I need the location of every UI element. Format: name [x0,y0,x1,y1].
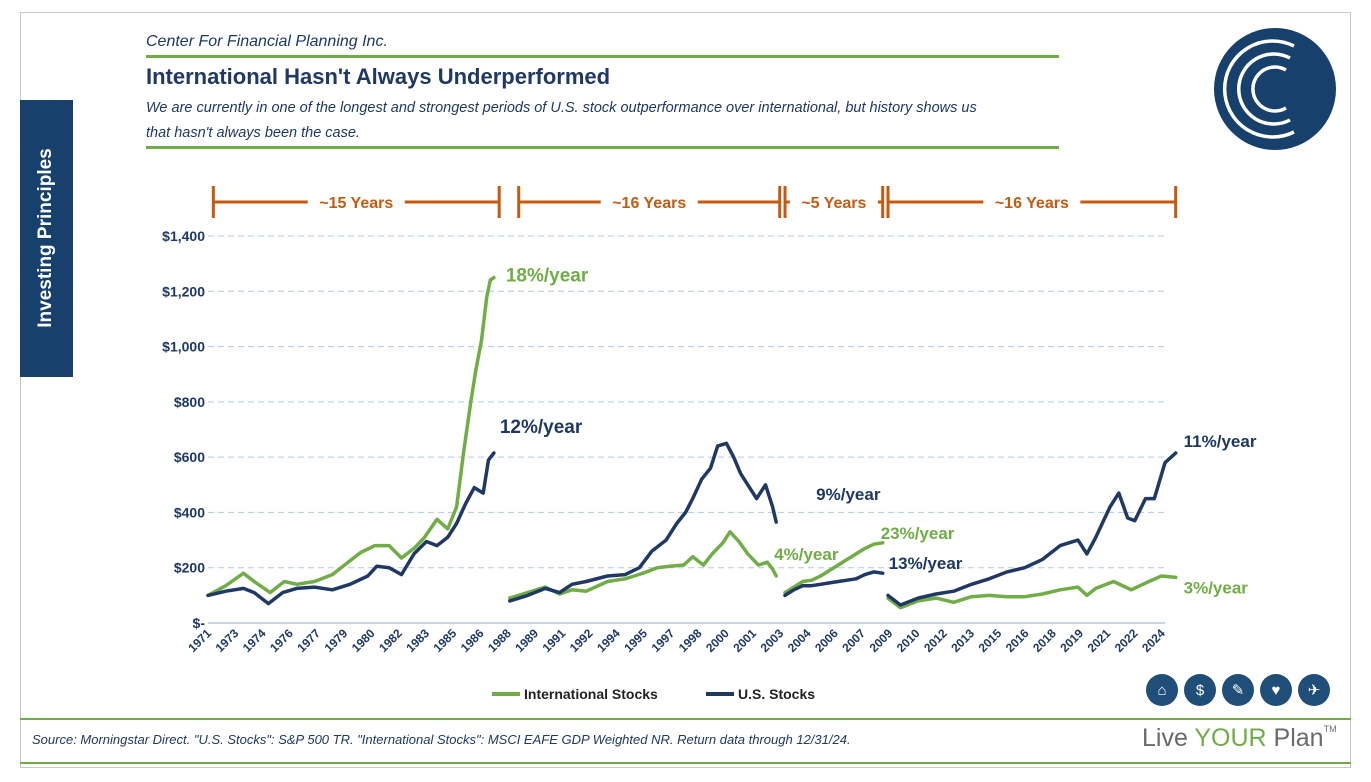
x-tick-label: 2003 [758,626,787,655]
us-stocks-line-period-4 [886,451,1178,607]
x-tick-label: 1979 [322,626,351,655]
page-subtitle: We are currently in one of the longest a… [146,100,977,141]
period-bracket: ~16 Years [886,186,1178,218]
x-tick-label: 1995 [621,626,650,655]
x-tick-label: 2022 [1112,626,1141,655]
x-tick-label: 1982 [376,626,405,655]
return-annotation: 3%/year [1184,578,1249,597]
brand-wordmark: Live YOUR PlanTM [1142,724,1337,753]
y-tick-label: $200 [174,560,205,576]
x-tick-label: 1992 [567,626,596,655]
period-label: ~16 Years [612,195,686,212]
footer-rule-top [20,718,1351,720]
x-tick-label: 2018 [1030,626,1059,655]
x-tick-label: 1989 [512,626,541,655]
x-tick-label: 1971 [185,626,214,655]
legend-label: International Stocks [524,686,658,702]
organization-name: Center For Financial Planning Inc. [146,33,388,50]
brand-your: YOUR [1194,724,1267,752]
y-tick-label: $400 [174,504,205,520]
x-tick-label: 2015 [976,626,1005,655]
x-tick-label: 2024 [1139,626,1168,655]
legend-label: U.S. Stocks [738,686,815,702]
x-tick-label: 1985 [431,626,460,655]
x-tick-label: 1974 [240,626,269,655]
brand-live: Live [1142,724,1195,752]
source-note: Source: Morningstar Direct. "U.S. Stocks… [32,732,851,747]
period-label: ~5 Years [801,195,866,212]
brand-plan: Plan [1266,724,1324,752]
international-stocks-line-period-1 [206,275,496,598]
x-tick-label: 1986 [458,626,487,655]
x-tick-label: 1997 [649,626,678,655]
sidebar-tab: Investing Principles [20,100,73,377]
y-tick-label: $- [193,615,206,631]
x-tick-label: 1977 [294,626,323,655]
x-tick-label: 2012 [921,626,950,655]
period-bracket: ~15 Years [211,186,501,218]
brand-trademark: TM [1323,724,1337,734]
international-stocks-line-period-2 [508,530,778,600]
home-icon: ⌂ [1146,674,1178,706]
heart-hands-icon: ♥ [1260,674,1292,706]
airplane-icon: ✈ [1298,674,1330,706]
x-tick-label: 2019 [1057,626,1086,655]
x-tick-label: 1980 [349,626,378,655]
footer-rule-bottom [20,762,1351,764]
period-bracket: ~5 Years [783,186,885,218]
us-stocks-line-period-2 [508,441,778,603]
x-tick-label: 2016 [1003,626,1032,655]
period-bracket: ~16 Years [517,186,782,218]
x-tick-label: 1976 [267,626,296,655]
y-tick-label: $1,200 [162,283,205,299]
x-tick-label: 2004 [785,626,814,655]
icon-strip: ⌂ $ ✎ ♥ ✈ [1146,674,1330,706]
us-stocks-line-period-3 [783,570,885,598]
return-annotation: 12%/year [500,417,583,438]
x-tick-label: 1973 [213,626,242,655]
us-stocks-line-period-1 [206,451,496,606]
x-tick-label: 1998 [676,626,705,655]
return-annotation: 4%/year [774,545,839,564]
return-annotation: 23%/year [881,524,955,543]
subtitle-rule [146,146,1059,149]
x-tick-label: 2001 [730,626,759,655]
international-stocks-line-period-4 [886,574,1178,610]
return-annotation: 9%/year [816,485,881,504]
x-tick-label: 1994 [594,626,623,655]
page-title: International Hasn't Always Underperform… [146,64,611,89]
y-tick-label: $1,000 [162,339,205,355]
piggy-bank-icon: $ [1184,674,1216,706]
return-annotation: 18%/year [506,265,589,286]
slide-frame [20,12,1351,768]
x-tick-label: 1988 [485,626,514,655]
top-rule [146,55,1059,58]
return-annotation: 11%/year [1184,432,1257,451]
x-tick-label: 2007 [839,626,868,655]
company-logo-icon [1214,28,1336,150]
period-label: ~16 Years [995,195,1069,212]
x-tick-label: 1983 [403,626,432,655]
x-tick-label: 2009 [867,626,896,655]
period-label: ~15 Years [319,195,393,212]
graduation-cap-icon: ✎ [1222,674,1254,706]
y-tick-label: $800 [174,394,205,410]
x-tick-label: 2000 [703,626,732,655]
return-annotation: 13%/year [889,554,963,573]
x-tick-label: 2010 [894,626,923,655]
x-tick-label: 2013 [948,626,977,655]
x-tick-label: 1991 [540,626,569,655]
y-tick-label: $1,400 [162,228,205,244]
y-tick-label: $600 [174,449,205,465]
x-tick-label: 2006 [812,626,841,655]
x-tick-label: 2021 [1085,626,1114,655]
international-stocks-line-period-3 [783,541,885,595]
